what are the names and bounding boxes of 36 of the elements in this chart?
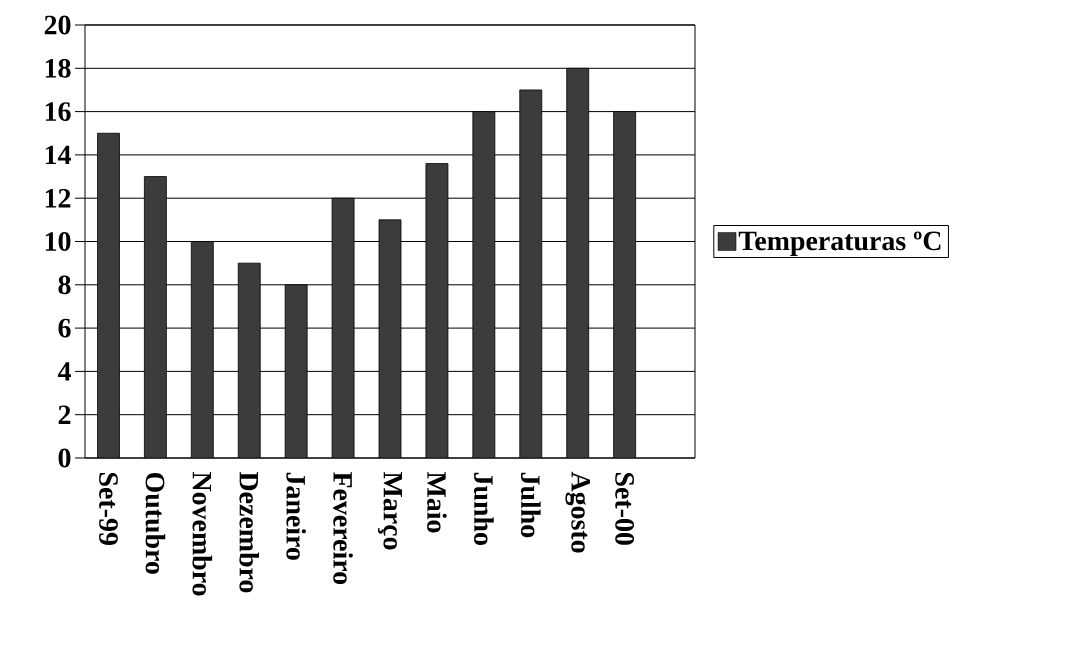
- bar: [519, 89, 543, 458]
- bar: [472, 111, 496, 458]
- x-tick-label: Set-99: [99, 473, 118, 545]
- x-tick-label: Fevereiro: [333, 472, 353, 585]
- x-tick-label: Julho: [520, 472, 541, 538]
- x-tick-label: Dezembro: [239, 472, 260, 593]
- bar: [143, 176, 167, 458]
- y-tick-label: 14: [45, 145, 71, 165]
- y-tick-label: 0: [58, 448, 71, 468]
- bar: [237, 262, 261, 458]
- bar: [97, 132, 120, 458]
- x-tick-label: Maio: [427, 472, 447, 533]
- x-tick-label: Set-00: [615, 473, 635, 545]
- x-tick-label: Agosto: [565, 471, 590, 553]
- y-tick-label: 2: [58, 405, 71, 424]
- bar: [378, 219, 402, 458]
- bar: [190, 241, 214, 458]
- bar: [566, 67, 590, 458]
- y-tick-label: 18: [45, 58, 71, 78]
- bar: [284, 284, 308, 458]
- y-tick-label: 4: [57, 362, 71, 381]
- y-tick-label: 20: [44, 15, 71, 35]
- x-tick-label: Outubro: [145, 472, 166, 574]
- x-tick-label: Março: [377, 472, 403, 550]
- x-tick-label: Novembro: [192, 472, 213, 596]
- y-tick-label: 16: [45, 102, 71, 121]
- x-tick-label: Janeiro: [286, 472, 306, 560]
- bar: [425, 163, 449, 458]
- legend-label: Temperaturas ºC: [738, 231, 941, 256]
- y-tick-label: 8: [58, 275, 71, 295]
- y-tick-label: 12: [45, 188, 71, 208]
- x-tick-label: Junho: [474, 472, 494, 545]
- y-tick-label: 10: [45, 232, 71, 251]
- y-tick-label: 6: [58, 318, 71, 338]
- bar: [613, 111, 637, 458]
- bar: [331, 197, 355, 458]
